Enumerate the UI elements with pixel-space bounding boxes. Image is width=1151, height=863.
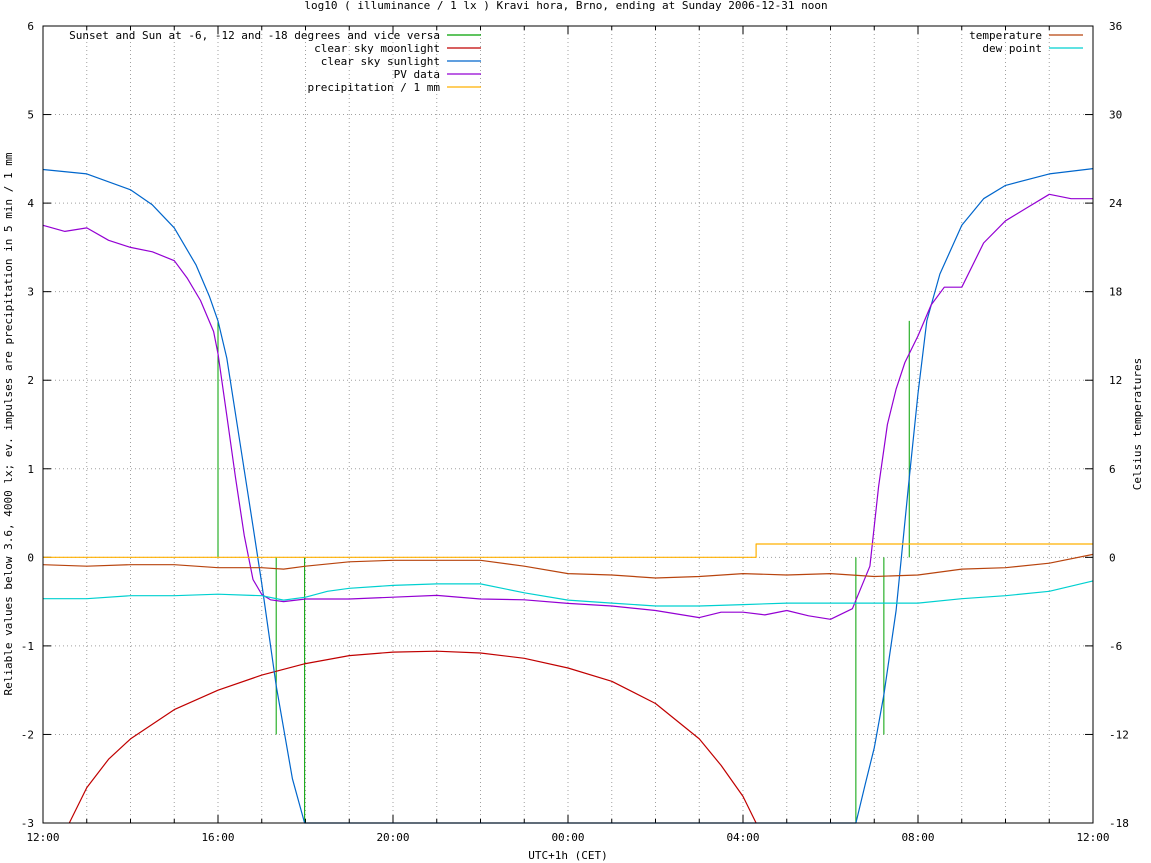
legend-left: Sunset and Sun at -6, -12 and -18 degree…	[69, 29, 481, 94]
x-axis-label: UTC+1h (CET)	[528, 849, 607, 862]
y-tick-label: -2	[21, 728, 34, 741]
x-tick-label: 04:00	[726, 831, 759, 844]
y2-tick-label: -6	[1109, 640, 1122, 653]
y-tick-label: 5	[27, 109, 34, 122]
legend-right-label: temperature	[969, 29, 1042, 42]
y2-tick-label: 12	[1109, 374, 1122, 387]
series-dew-point	[43, 580, 1094, 607]
x-tick-label: 08:00	[901, 831, 934, 844]
x-tick-label: 16:00	[201, 831, 234, 844]
series-pv-data	[42, 193, 1093, 620]
y-tick-label: 6	[27, 20, 34, 33]
series-temperature	[42, 553, 1094, 579]
x-tick-label: 12:00	[26, 831, 59, 844]
series-line	[68, 650, 757, 824]
series-sunset-and-sun-at-6-12-and-18-degrees-and-vice-versa	[217, 320, 910, 823]
y-tick-label: 0	[27, 551, 34, 564]
series-line	[43, 543, 1093, 558]
y2-tick-label: 24	[1109, 197, 1123, 210]
x-axis-ticks: 12:00 16:00 20:00 00:00 04:00 08:00 12:00	[26, 26, 1110, 844]
grid	[43, 26, 1093, 823]
y-axis-ticks: -3 -2 -1 0 1 2 3 4 5 6	[21, 20, 51, 830]
y2-tick-label: -12	[1109, 728, 1129, 741]
y-tick-label: -3	[21, 817, 34, 830]
x-tick-label: 20:00	[376, 831, 409, 844]
y-tick-label: 3	[27, 286, 34, 299]
x-tick-label: 00:00	[551, 831, 584, 844]
legend-left-label: PV data	[394, 68, 440, 81]
plot-series	[42, 168, 1094, 824]
y2-tick-label: 0	[1109, 551, 1116, 564]
series-clear-sky-moonlight	[68, 650, 757, 824]
series-line	[42, 193, 1093, 620]
x-tick-label: 12:00	[1076, 831, 1109, 844]
y2-tick-label: 6	[1109, 463, 1116, 476]
y2-tick-label: 18	[1109, 286, 1122, 299]
plot-frame	[42, 25, 1094, 824]
legend-right-label: dew point	[982, 42, 1042, 55]
legend-left-label: clear sky sunlight	[321, 55, 440, 68]
y2-axis-label: Celsius temperatures	[1131, 358, 1144, 490]
legend-left-label: clear sky moonlight	[314, 42, 440, 55]
series-line	[43, 580, 1094, 607]
y-tick-label: 1	[27, 463, 34, 476]
y2-tick-label: 30	[1109, 109, 1122, 122]
chart-title: log10 ( illuminance / 1 lx ) Kravi hora,…	[304, 0, 827, 12]
y-tick-label: -1	[21, 640, 34, 653]
y2-tick-label: 36	[1109, 20, 1122, 33]
y2-tick-label: -18	[1109, 817, 1129, 830]
y-tick-label: 4	[27, 197, 34, 210]
series-precipitation-1-mm	[43, 543, 1093, 558]
legend-left-label: Sunset and Sun at -6, -12 and -18 degree…	[69, 29, 440, 42]
y2-axis-ticks: -18 -12 -6 0 6 12 18 24 30 36	[1085, 20, 1129, 830]
y-axis-label: Reliable values below 3.6, 4000 lx; ev. …	[2, 152, 15, 695]
series-line	[42, 553, 1094, 579]
legend-left-label: precipitation / 1 mm	[308, 81, 441, 94]
y-tick-label: 2	[27, 374, 34, 387]
